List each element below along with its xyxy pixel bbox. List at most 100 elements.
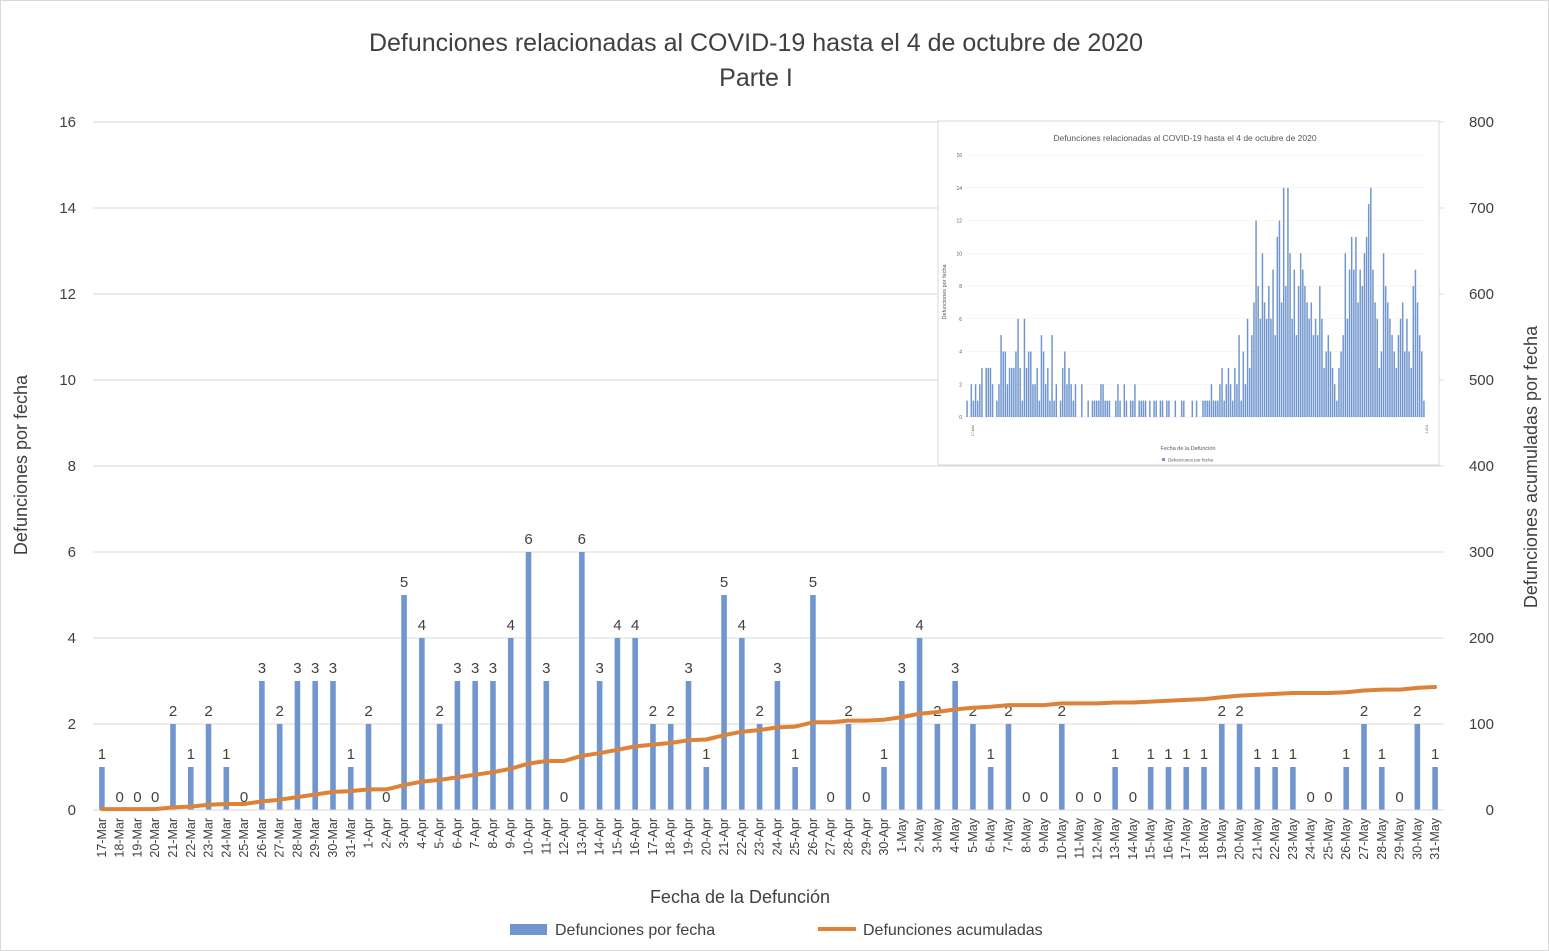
bar-value-label: 0 xyxy=(1075,789,1083,806)
inset-bar xyxy=(1229,384,1232,417)
bar-value-label: 1 xyxy=(880,746,888,763)
x-tick-label: 27-Mar xyxy=(273,818,287,858)
inset-bar xyxy=(1217,400,1219,417)
x-tick-label: 8-May xyxy=(1019,817,1033,852)
inset-bar xyxy=(1019,367,1021,417)
x-tick-label: 18-Apr xyxy=(664,818,678,856)
bar-value-label: 3 xyxy=(329,660,337,677)
bar xyxy=(419,638,425,810)
bar-value-label: 1 xyxy=(1164,746,1172,763)
inset-bar xyxy=(1091,400,1094,417)
inset-bar xyxy=(1361,286,1364,417)
inset-bar xyxy=(1399,318,1402,417)
bar xyxy=(365,724,372,810)
inset-bar xyxy=(987,367,990,417)
bar xyxy=(1112,767,1118,810)
bar-value-label: 6 xyxy=(578,531,586,548)
x-tick-label: 15-Apr xyxy=(610,818,624,856)
inset-bar xyxy=(1304,286,1306,417)
inset-bar xyxy=(1025,367,1028,417)
x-tick-label: 22-May xyxy=(1268,817,1282,859)
inset-bar xyxy=(1257,286,1259,417)
bar-value-label: 3 xyxy=(293,660,301,677)
bar xyxy=(99,767,105,810)
bar xyxy=(1059,724,1065,810)
x-tick-label: 16-May xyxy=(1161,817,1175,859)
bar xyxy=(1183,767,1190,810)
inset-bar xyxy=(1251,335,1253,417)
inset-y-tick-label: 10 xyxy=(956,251,962,257)
inset-bar xyxy=(1355,236,1357,417)
x-tick-label: 9-May xyxy=(1037,817,1051,852)
inset-bar xyxy=(976,400,979,417)
bar-value-label: 3 xyxy=(258,660,266,677)
inset-bar xyxy=(1153,400,1155,417)
x-tick-label: 2-May xyxy=(913,817,927,852)
inset-chart: Defunciones relacionadas al COVID-19 has… xyxy=(937,120,1440,466)
y2-tick-label: 700 xyxy=(1469,200,1494,217)
x-tick-label: 4-May xyxy=(948,817,962,852)
inset-bar xyxy=(1049,400,1051,417)
inset-bar xyxy=(1406,318,1408,417)
x-tick-label: 5-May xyxy=(966,817,980,852)
bar xyxy=(276,724,283,810)
bar xyxy=(756,724,763,810)
inset-bar xyxy=(1319,286,1321,417)
bar-value-label: 0 xyxy=(862,789,870,806)
bar xyxy=(330,681,336,810)
inset-bar xyxy=(1299,253,1302,417)
bar-value-label: 0 xyxy=(1395,789,1403,806)
inset-bar xyxy=(1072,400,1075,417)
x-tick-label: 25-Apr xyxy=(788,818,802,856)
inset-bar xyxy=(1004,351,1007,417)
inset-bar xyxy=(1259,318,1262,417)
inset-bar xyxy=(1261,253,1264,417)
inset-bar xyxy=(1098,400,1100,417)
inset-bar xyxy=(1306,302,1308,417)
bar-value-label: 1 xyxy=(1342,746,1350,763)
bar-value-label: 1 xyxy=(98,746,106,763)
bar xyxy=(312,681,319,810)
y-tick-label: 12 xyxy=(59,286,76,303)
x-tick-label: 7-Apr xyxy=(468,818,482,849)
inset-bar xyxy=(1010,367,1013,417)
x-tick-label: 12-Apr xyxy=(557,818,571,856)
bar-value-label: 5 xyxy=(809,574,817,591)
inset-bar xyxy=(1353,269,1355,417)
inset-bar xyxy=(1418,335,1421,417)
inset-bar xyxy=(1327,335,1330,417)
bar xyxy=(1147,767,1154,810)
bar xyxy=(685,681,692,810)
bar xyxy=(614,638,621,810)
inset-x-last-label: 1-Oct xyxy=(1425,425,1429,434)
inset-y-tick-label: 16 xyxy=(956,153,962,159)
y-tick-label: 10 xyxy=(59,372,76,389)
inset-legend-swatch xyxy=(1162,458,1165,461)
bar xyxy=(1218,724,1225,810)
bar xyxy=(1005,724,1012,810)
inset-bar xyxy=(1055,384,1058,417)
inset-bar xyxy=(996,400,998,417)
x-tick-label: 28-Apr xyxy=(841,818,855,856)
inset-bar xyxy=(1214,400,1217,417)
inset-bar xyxy=(1044,384,1047,417)
inset-bar xyxy=(1125,400,1128,417)
inset-bar xyxy=(1380,351,1383,417)
bar-value-label: 1 xyxy=(187,746,195,763)
x-tick-label: 2-Apr xyxy=(379,818,393,849)
x-tick-label: 25-Mar xyxy=(237,818,251,858)
bar xyxy=(1272,767,1278,810)
x-tick-label: 11-May xyxy=(1073,817,1087,859)
bar xyxy=(454,681,461,810)
inset-y-tick-label: 12 xyxy=(956,219,962,225)
inset-bar xyxy=(1297,286,1300,417)
bar-value-label: 3 xyxy=(773,660,781,677)
x-tick-label: 22-Mar xyxy=(184,818,198,858)
inset-bar xyxy=(1342,335,1344,417)
inset-bar xyxy=(1340,351,1342,417)
inset-bar xyxy=(1051,335,1053,417)
bar xyxy=(916,638,923,810)
x-tick-label: 3-May xyxy=(930,817,944,852)
bar xyxy=(1414,724,1421,810)
